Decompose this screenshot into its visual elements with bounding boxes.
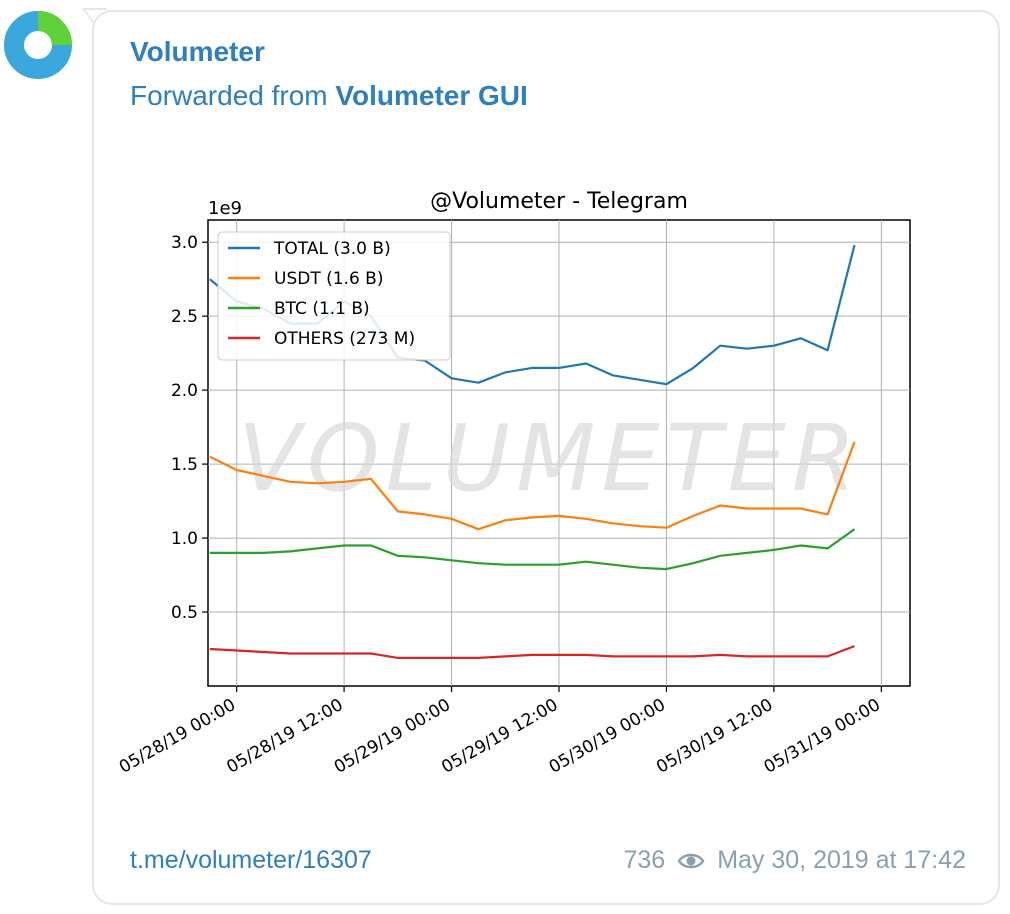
series-line (209, 441, 856, 531)
series-line (209, 528, 856, 571)
channel-avatar[interactable] (2, 9, 74, 81)
legend-label: OTHERS (273 M) (274, 329, 415, 349)
x-tick-label: 05/28/19 00:00 (116, 695, 239, 778)
legend-label: BTC (1.1 B) (274, 299, 370, 319)
view-count: 736 (623, 846, 666, 874)
x-tick-label: 05/28/19 12:00 (223, 695, 346, 778)
timestamp: May 30, 2019 at 17:42 (717, 846, 966, 874)
legend-label: USDT (1.6 B) (274, 269, 383, 289)
chart-image[interactable]: VOLUMETER 0.5 1.0 1.5 2.0 2.5 3.0 05/28/19 00… (110, 180, 930, 820)
forwarded-header: Forwarded from Volumeter GUI (130, 80, 528, 112)
legend-box (217, 231, 451, 361)
avatar-segment (37, 11, 72, 46)
chart-title: @Volumeter - Telegram (430, 189, 688, 214)
legend: TOTAL (3.0 B) USDT (1.6 B) BTC (1.1 B) OTHE… (217, 231, 451, 361)
series-line (209, 645, 855, 659)
y-tick-label: 1.0 (171, 529, 198, 549)
watermark: VOLUMETER (238, 405, 862, 512)
forwarded-prefix: Forwarded from (130, 80, 328, 111)
channel-name[interactable]: Volumeter (130, 36, 265, 67)
y-tick-label: 2.0 (171, 381, 198, 401)
message-meta: 736 May 30, 2019 at 17:42 (623, 846, 966, 875)
x-tick-label: 05/30/19 12:00 (653, 695, 776, 778)
y-tick-label: 3.0 (171, 233, 198, 253)
legend-label: TOTAL (3.0 B) (273, 239, 391, 259)
x-tick-label: 05/29/19 00:00 (331, 695, 454, 778)
y-tick-label: 0.5 (171, 603, 198, 623)
grid (208, 220, 910, 686)
forwarded-source[interactable]: Volumeter GUI (335, 80, 528, 111)
x-tick-label: 05/30/19 00:00 (546, 695, 669, 778)
message-link[interactable]: t.me/volumeter/16307 (130, 846, 372, 874)
y-multiplier: 1e9 (208, 198, 242, 219)
y-axis: 0.5 1.0 1.5 2.0 2.5 3.0 (171, 233, 208, 623)
volume-chart: VOLUMETER 0.5 1.0 1.5 2.0 2.5 3.0 05/28/19 00… (116, 189, 911, 778)
eye-icon (677, 853, 705, 868)
x-tick-label: 05/31/19 00:00 (761, 695, 884, 778)
y-tick-label: 1.5 (171, 455, 198, 475)
x-tick-label: 05/29/19 12:00 (438, 695, 561, 778)
y-tick-label: 2.5 (171, 307, 198, 327)
